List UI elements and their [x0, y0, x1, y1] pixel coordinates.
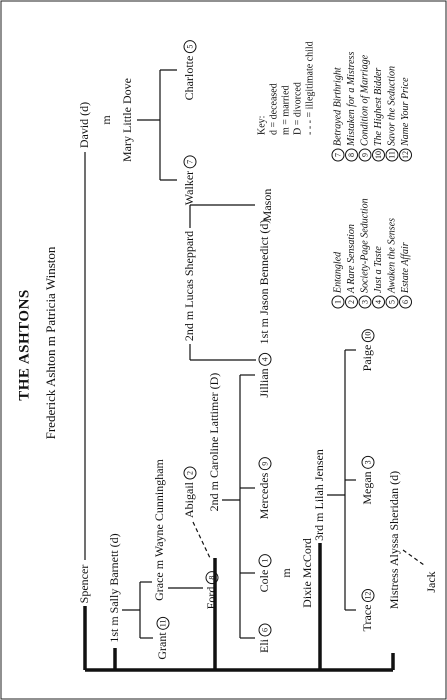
- book-number-circle: [258, 623, 272, 637]
- book-list-number-circle: [385, 148, 399, 162]
- book-list-number-circle: [345, 295, 358, 309]
- book-list-number: 9: [360, 153, 369, 157]
- book-title: Betrayed Birthright: [332, 67, 343, 146]
- key-heading: Key:: [256, 116, 267, 135]
- person-name: Jack: [424, 571, 438, 592]
- person-name: Paige: [360, 345, 374, 372]
- book-number: 1: [260, 559, 269, 563]
- person-name: Jillian: [257, 368, 271, 397]
- book-list-number: 11: [387, 151, 396, 159]
- key-item: m = married: [280, 85, 291, 135]
- person-name: Grace m Wayne Cunningham: [152, 458, 166, 600]
- book-list-number: 1: [333, 300, 342, 304]
- tree-landscape: THE ASHTONS Frederick Ashton m Patricia …: [16, 40, 438, 672]
- person-name: Ford: [204, 587, 218, 610]
- person-name: m: [99, 115, 113, 125]
- book-number: 9: [260, 462, 269, 466]
- person-name: Mistress Alyssa Sheridan (d): [387, 471, 401, 609]
- person-name: Eli: [257, 638, 271, 653]
- person-name: David (d): [77, 102, 91, 148]
- book-title: Just a Taste: [373, 246, 384, 293]
- person-name: Trace: [360, 605, 374, 632]
- book-list-number-circle: [385, 295, 399, 309]
- book-list-number-circle: [345, 148, 358, 162]
- person-name: Dixie McCord: [300, 538, 314, 608]
- book-number-circle: [156, 616, 170, 630]
- key-item: d = deceased: [268, 83, 279, 135]
- book-number: 12: [363, 592, 372, 600]
- book-list-number-circle: [399, 295, 412, 309]
- book-title: Savor the Seduction: [386, 66, 397, 146]
- book-list-number-circle: [331, 295, 345, 309]
- book-list-number-circle: [358, 148, 372, 162]
- book-number: 5: [185, 45, 194, 49]
- book-number: 3: [363, 460, 372, 464]
- person-name: 3rd m Lilah Jensen: [312, 449, 326, 541]
- person-name: Walker: [182, 171, 196, 205]
- book-title: Name Your Price: [400, 77, 411, 147]
- patriarch: Frederick Ashton m Patricia Winston: [43, 246, 58, 439]
- book-list-number-circle: [372, 295, 385, 309]
- book-list-number-circle: [372, 148, 385, 162]
- book-number: 11: [158, 619, 167, 627]
- book-number-circle: [258, 457, 272, 471]
- person-name: Cole: [257, 570, 271, 593]
- person-name: m: [279, 568, 293, 578]
- book-number-circle: [258, 352, 272, 366]
- book-title: The Highest Bidder: [373, 68, 384, 146]
- person-name: Mercedes: [257, 472, 271, 519]
- book-number: 4: [260, 357, 269, 361]
- book-title: Condition of Marriage: [359, 54, 370, 146]
- book-number: 7: [185, 160, 194, 164]
- book-title: Society-Page Seduction: [359, 198, 370, 293]
- person-name: 1st m Jason Bennedict (d): [257, 220, 271, 345]
- key-item: - - - = illegitimate child: [304, 41, 315, 135]
- book-number: 6: [260, 628, 269, 632]
- book-list-number-circle: [331, 148, 345, 162]
- book-list-number: 10: [374, 151, 383, 159]
- book-title: Awaken the Senses: [386, 218, 397, 294]
- book-list-number: 6: [401, 300, 410, 304]
- book-number-circle: [361, 589, 375, 603]
- book-list-number: 8: [347, 153, 356, 157]
- book-number-circle: [205, 571, 219, 585]
- title: THE ASHTONS: [16, 289, 32, 401]
- book-title: A Rare Sensation: [346, 224, 357, 294]
- book-number: 2: [185, 471, 194, 475]
- book-list-number: 2: [347, 300, 356, 304]
- person-name: Mary Little Dove: [120, 78, 134, 162]
- book-list-number: 4: [374, 300, 383, 304]
- book-list-number: 7: [333, 153, 342, 157]
- book-list-number-circle: [399, 148, 412, 162]
- book-number: 8: [207, 576, 216, 580]
- book-number-circle: [183, 466, 197, 480]
- book-list-number: 3: [360, 300, 369, 304]
- key-item: D = divorced: [292, 82, 303, 135]
- person-name: Charlotte: [182, 56, 196, 101]
- book-number-circle: [361, 329, 375, 343]
- person-name: 1st m Sally Barnett (d): [107, 533, 121, 642]
- person-name: 2nd m Caroline Lattimer (D): [207, 373, 221, 512]
- person-name: Megan: [360, 471, 374, 504]
- book-number-circle: [183, 40, 197, 54]
- book-number-circle: [361, 455, 375, 469]
- book-title: Entangled: [332, 251, 343, 294]
- book-list-number-circle: [358, 295, 372, 309]
- book-title: Mistaken for a Mistress: [346, 52, 357, 147]
- person-name: Spencer: [77, 565, 91, 604]
- book-number-circle: [258, 554, 272, 568]
- person-name: Abigail: [182, 481, 196, 518]
- person-name: Mason: [260, 189, 274, 222]
- book-number: 10: [363, 332, 372, 340]
- book-number-circle: [183, 155, 197, 169]
- person-name: 2nd m Lucas Sheppard: [182, 231, 196, 341]
- book-title: Estate Affair: [400, 242, 411, 294]
- book-list-number: 12: [401, 151, 410, 159]
- dashed-line: [402, 549, 425, 566]
- book-list-number: 5: [387, 300, 396, 304]
- person-name: Grant: [155, 632, 169, 660]
- dashed-line: [192, 521, 211, 559]
